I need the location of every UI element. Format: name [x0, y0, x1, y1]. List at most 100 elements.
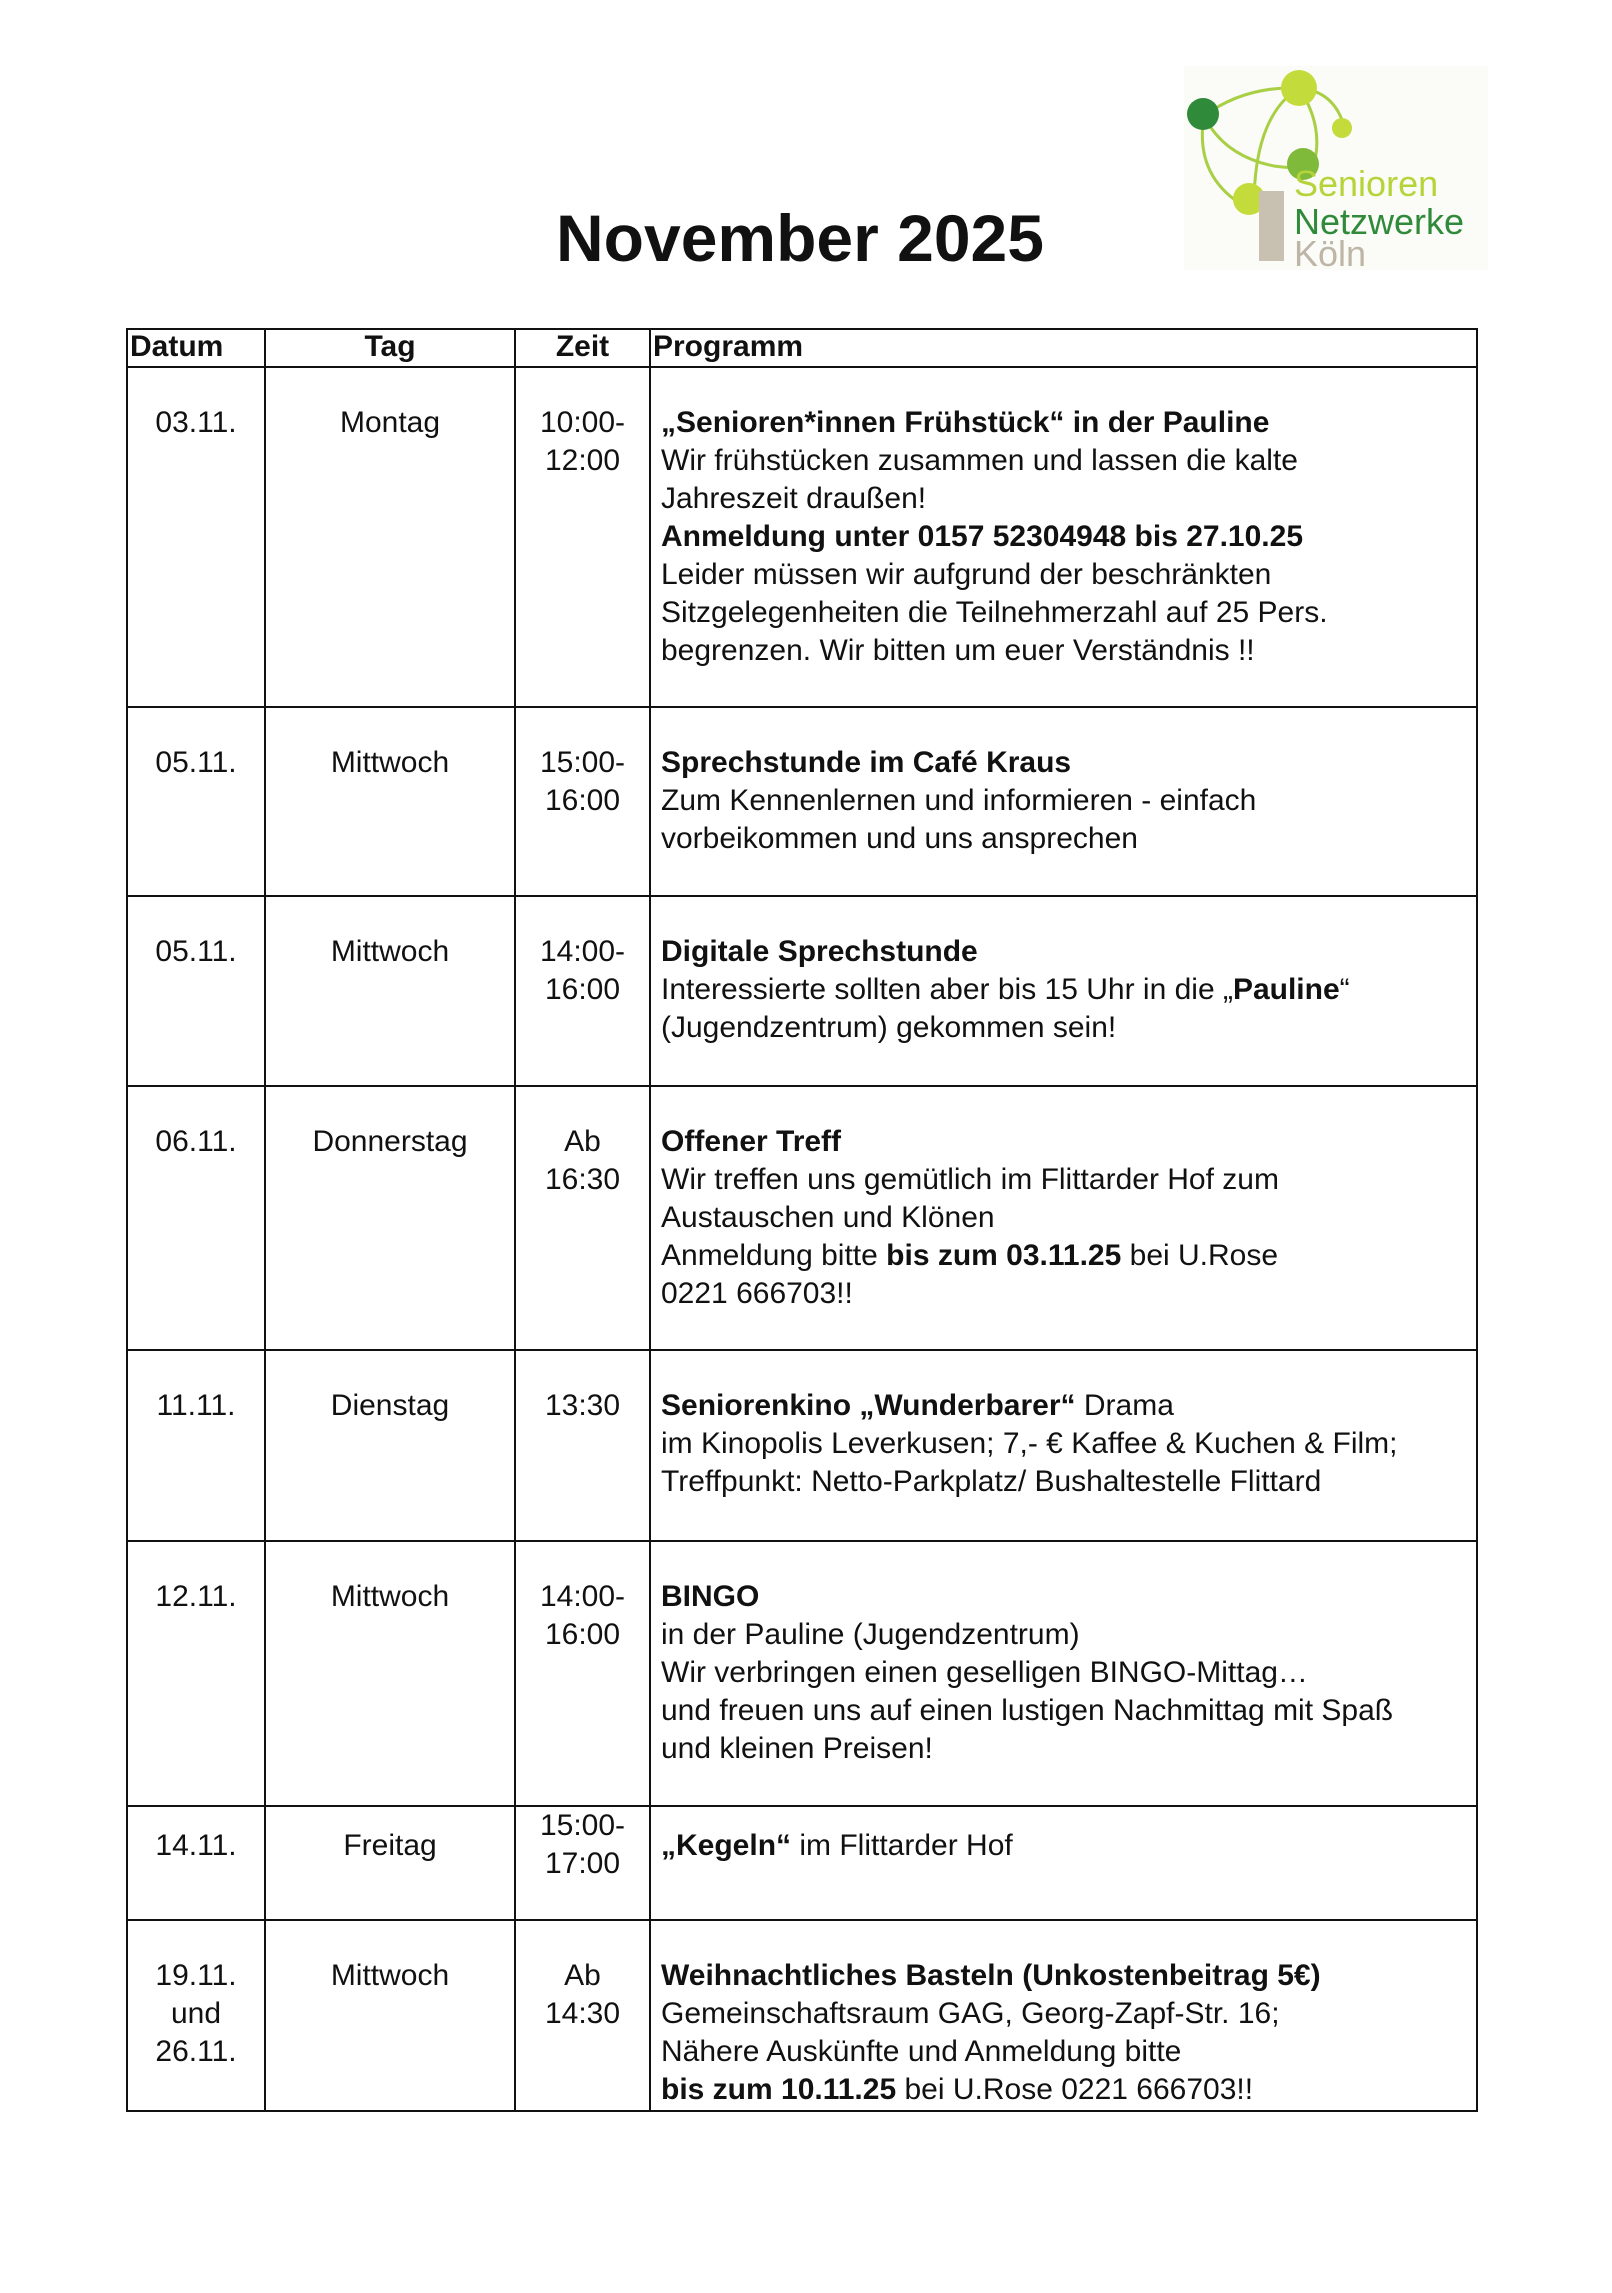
- program-text: 0221 666703!!: [661, 1277, 853, 1310]
- table-row: 05.11. Mittwoch 15:00- 16:00 Sprechstunde im…: [126, 706, 1478, 897]
- cell-zeit: 15:00- 16:00: [514, 706, 651, 897]
- cell-tag: Donnerstag: [264, 1085, 516, 1351]
- program-text-bold: Anmeldung unter 0157 52304948 bis 27.10.…: [661, 520, 1303, 553]
- cell-programm: Offener Treff Wir treffen uns gemütlich i…: [649, 1085, 1478, 1351]
- program-line: Anmeldung unter 0157 52304948 bis 27.10.…: [661, 518, 1472, 556]
- program-text: Nähere Auskünfte und Anmeldung bitte: [661, 2035, 1182, 2068]
- senioren-netzwerke-logo: Senioren Netzwerke Köln: [1184, 66, 1488, 274]
- day-text: Mittwoch: [330, 1959, 450, 1992]
- program-text: Treffpunkt: Netto-Parkplatz/ Bushalteste…: [661, 1465, 1322, 1498]
- cell-datum: 05.11.: [126, 895, 266, 1087]
- program-line: Sitzgelegenheiten die Teilnehmerzahl auf…: [661, 594, 1472, 632]
- program-line: Weihnachtliches Basteln (Unkostenbeitrag…: [661, 1957, 1472, 1995]
- program-line: Leider müssen wir aufgrund der beschränk…: [661, 556, 1472, 594]
- program-line: Gemeinschaftsraum GAG, Georg-Zapf-Str. 1…: [661, 1995, 1472, 2033]
- table-row: 05.11. Mittwoch 14:00- 16:00 Digitale Sprech…: [126, 895, 1478, 1087]
- program-text-bold: „Kegeln“: [661, 1829, 792, 1862]
- table-header-row: Datum Tag Zeit Programm: [126, 328, 1478, 368]
- program-line: Anmeldung bitte bis zum 03.11.25 bei U.R…: [661, 1237, 1472, 1275]
- cell-zeit: 14:00- 16:00: [514, 895, 651, 1087]
- day-text: Mittwoch: [330, 935, 450, 968]
- date-text: 11.11.: [156, 1389, 236, 1422]
- program-text: Interessierte sollten aber bis 15 Uhr in…: [661, 973, 1233, 1006]
- cell-zeit: 15:00- 17:00: [514, 1805, 651, 1921]
- time-text: 16:00: [544, 1618, 621, 1651]
- program-table: Datum Tag Zeit Programm 03.11. Montag 10:0…: [126, 328, 1478, 2112]
- program-line: Zum Kennenlernen und informieren - einfa…: [661, 782, 1472, 820]
- program-text: Leider müssen wir aufgrund der beschränk…: [661, 558, 1272, 591]
- time-text: 17:00: [544, 1847, 621, 1880]
- time-text: Ab: [564, 1959, 601, 1992]
- cell-tag: Freitag: [264, 1805, 516, 1921]
- cell-datum: 11.11.: [126, 1349, 266, 1542]
- program-text-bold: BINGO: [661, 1580, 760, 1613]
- cell-datum: 06.11.: [126, 1085, 266, 1351]
- time-text: 16:00: [544, 784, 621, 817]
- header-tag: Tag: [264, 328, 516, 368]
- time-text: 14:00-: [539, 935, 626, 968]
- program-text: Wir frühstücken zusammen und lassen die …: [661, 444, 1298, 477]
- program-text-bold: Pauline: [1232, 973, 1340, 1006]
- cell-programm: Seniorenkino „Wunderbarer“ Drama im Kinop…: [649, 1349, 1478, 1542]
- program-text-bold: „Senioren*innen Frühstück“ in der Paulin…: [661, 406, 1270, 439]
- cell-datum: 05.11.: [126, 706, 266, 897]
- program-text-bold: bis zum 03.11.25: [886, 1239, 1122, 1272]
- day-text: Mittwoch: [330, 1580, 450, 1613]
- program-text: (Jugendzentrum) gekommen sein!: [661, 1011, 1117, 1044]
- program-line: Offener Treff: [661, 1123, 1472, 1161]
- cell-datum: 03.11.: [126, 366, 266, 708]
- day-text: Donnerstag: [312, 1125, 468, 1158]
- cell-datum: 19.11. und 26.11.: [126, 1919, 266, 2112]
- program-line: Seniorenkino „Wunderbarer“ Drama: [661, 1387, 1472, 1425]
- program-line: und freuen uns auf einen lustigen Nachmi…: [661, 1692, 1472, 1730]
- date-text: 03.11.: [155, 406, 237, 439]
- cell-zeit: 13:30: [514, 1349, 651, 1542]
- date-text: 26.11.: [155, 2035, 237, 2068]
- cell-tag: Mittwoch: [264, 706, 516, 897]
- header-datum: Datum: [126, 328, 266, 368]
- header-programm: Programm: [649, 328, 1478, 368]
- program-text-bold: Offener Treff: [661, 1125, 842, 1158]
- table-row: 12.11. Mittwoch 14:00- 16:00 BINGO in der Pau…: [126, 1540, 1478, 1807]
- day-text: Montag: [339, 406, 441, 439]
- cell-zeit: 14:00- 16:00: [514, 1540, 651, 1807]
- cell-programm: Digitale Sprechstunde Interessierte sollt…: [649, 895, 1478, 1087]
- cell-tag: Montag: [264, 366, 516, 708]
- program-line: BINGO: [661, 1578, 1472, 1616]
- program-text: Jahreszeit draußen!: [661, 482, 927, 515]
- program-text: im Flittarder Hof: [791, 1829, 1013, 1862]
- cell-programm: „Kegeln“ im Flittarder Hof: [649, 1805, 1478, 1921]
- time-text: Ab: [564, 1125, 601, 1158]
- program-line: Wir frühstücken zusammen und lassen die …: [661, 442, 1472, 480]
- cell-programm: BINGO in der Pauline (Jugendzentrum) Wir v…: [649, 1540, 1478, 1807]
- logo-text-koeln: Köln: [1294, 233, 1366, 270]
- program-text: in der Pauline (Jugendzentrum): [661, 1618, 1080, 1651]
- program-text: Wir verbringen einen geselligen BINGO-Mi…: [661, 1656, 1308, 1689]
- cell-tag: Mittwoch: [264, 1919, 516, 2112]
- table-row: 06.11. Donnerstag Ab 16:30 Offener Treff Wir …: [126, 1085, 1478, 1351]
- cell-datum: 12.11.: [126, 1540, 266, 1807]
- time-text: 14:30: [544, 1997, 621, 2030]
- date-text: und: [170, 1997, 222, 2030]
- cell-tag: Mittwoch: [264, 1540, 516, 1807]
- cell-programm: „Senioren*innen Frühstück“ in der Paulin…: [649, 366, 1478, 708]
- program-text: und freuen uns auf einen lustigen Nachmi…: [661, 1694, 1394, 1727]
- program-line: Austauschen und Klönen: [661, 1199, 1472, 1237]
- program-text-bold: Digitale Sprechstunde: [661, 935, 978, 968]
- cell-zeit: Ab 16:30: [514, 1085, 651, 1351]
- program-line: Wir verbringen einen geselligen BINGO-Mi…: [661, 1654, 1472, 1692]
- table-row: 11.11. Dienstag 13:30 Seniorenkino „Wunderb…: [126, 1349, 1478, 1542]
- time-text: 16:30: [544, 1163, 621, 1196]
- program-text: vorbeikommen und uns ansprechen: [661, 822, 1138, 855]
- program-text: “: [1339, 973, 1350, 1006]
- header-zeit: Zeit: [514, 328, 651, 368]
- program-line: vorbeikommen und uns ansprechen: [661, 820, 1472, 858]
- time-text: 14:00-: [539, 1580, 626, 1613]
- program-line: Sprechstunde im Café Kraus: [661, 744, 1472, 782]
- program-text: Zum Kennenlernen und informieren - einfa…: [661, 784, 1257, 817]
- program-text: bei U.Rose 0221 666703!!: [896, 2073, 1254, 2106]
- program-line: begrenzen. Wir bitten um euer Verständni…: [661, 632, 1472, 670]
- program-text-bold: bis zum 10.11.25: [661, 2073, 897, 2106]
- cell-programm: Weihnachtliches Basteln (Unkostenbeitrag…: [649, 1919, 1478, 2112]
- program-text: Anmeldung bitte: [661, 1239, 887, 1272]
